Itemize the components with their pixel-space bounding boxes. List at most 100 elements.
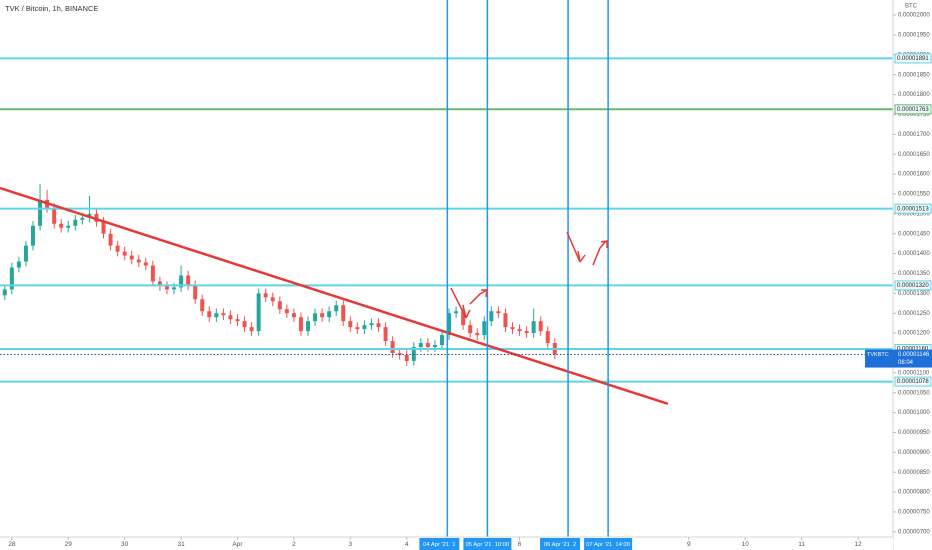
y-tick-label: 0.00001650 <box>898 152 930 158</box>
candle-body <box>179 275 184 288</box>
candle-body <box>468 325 473 334</box>
candle-body <box>298 317 303 332</box>
candle-body <box>362 325 367 330</box>
time-label: 07 Apr '21 14:00 <box>586 542 630 548</box>
candle-body <box>249 327 254 332</box>
candle-body <box>383 327 388 342</box>
last-price-label: 0.00001146 <box>898 352 930 358</box>
level-label: 0.00001078 <box>897 379 929 385</box>
y-tick-label: 0.00000850 <box>898 470 930 476</box>
x-tick-label: 2 <box>292 541 296 548</box>
trendline <box>0 186 669 406</box>
candle-body <box>545 331 550 344</box>
candle-body <box>503 313 508 328</box>
y-tick-label: 0.00001750 <box>898 112 930 118</box>
time-label: 04 Apr '21 1 <box>423 542 455 548</box>
y-tick-label: 0.00001200 <box>898 331 930 337</box>
candle-body <box>235 319 240 322</box>
time-label-box <box>463 538 512 550</box>
candle-body <box>284 309 289 314</box>
candle-body <box>306 321 311 332</box>
candle-body <box>193 285 198 300</box>
candle-body <box>31 225 36 246</box>
candle-body <box>341 305 346 322</box>
candle-body <box>228 315 233 320</box>
candle-body <box>143 262 148 266</box>
y-tick-label: 0.00002000 <box>898 13 930 19</box>
candle-body <box>150 265 155 282</box>
candle-body <box>404 354 409 361</box>
candle-body <box>52 207 57 224</box>
candle-body <box>376 323 381 328</box>
x-tick-label: 31 <box>177 541 185 548</box>
x-tick-label: 6 <box>518 541 522 548</box>
y-tick-label: 0.00000900 <box>898 450 930 456</box>
candle-body <box>270 297 275 302</box>
candle-body <box>256 293 261 332</box>
candle-body <box>200 299 205 312</box>
y-tick-label: 0.00000700 <box>898 529 930 535</box>
candle-body <box>172 287 177 290</box>
chart-title: TVK / Bitcoin, 1h, BINANCE <box>5 4 98 13</box>
candle-body <box>447 313 452 336</box>
level-label: 0.00001513 <box>897 206 929 212</box>
x-tick-label: 10 <box>742 541 750 548</box>
x-tick-label: 28 <box>8 541 16 548</box>
level-label-box <box>894 280 932 291</box>
x-tick-label: 12 <box>854 541 862 548</box>
level-label: 0.00001891 <box>897 56 929 62</box>
candle-body <box>242 321 247 328</box>
candle-body <box>425 343 430 348</box>
y-tick-label: 0.00001300 <box>898 291 930 297</box>
candle-body <box>136 259 141 263</box>
candle-body <box>355 327 360 330</box>
axis-layer: 0.00000700 0.00000750 0.00000800 0.00000850… <box>8 13 932 550</box>
candle-body <box>115 245 120 252</box>
candle-body <box>66 225 71 228</box>
candle-body <box>390 341 395 353</box>
candle-body <box>122 251 127 256</box>
time-label-box <box>540 538 581 550</box>
candle-body <box>9 267 14 290</box>
time-label-box <box>584 538 633 550</box>
plot-area <box>0 0 893 537</box>
candle-body <box>164 286 169 290</box>
y-tick-label: 0.00001250 <box>898 311 930 317</box>
x-tick-label: 4 <box>405 541 409 548</box>
candle-body <box>101 221 106 234</box>
candle-body <box>16 261 21 268</box>
price-axis <box>893 0 932 550</box>
level-label: 0.00001320 <box>897 283 929 289</box>
y-tick-label: 0.00000800 <box>898 490 930 496</box>
x-tick-label: 11 <box>798 541 805 548</box>
level-label-box <box>894 53 932 64</box>
candle-body <box>510 327 515 330</box>
candle-body <box>221 313 226 316</box>
y-tick-label: 0.00001850 <box>898 72 930 78</box>
candle-body <box>277 301 282 310</box>
level-label-box <box>894 376 932 387</box>
candle-body <box>80 217 85 220</box>
y-tick-label: 0.00001400 <box>898 251 930 257</box>
candle-body <box>432 345 437 348</box>
candle-body <box>313 313 318 322</box>
level-label: 0.00001763 <box>897 107 929 113</box>
last-price-countdown: 08:04 <box>898 360 914 366</box>
candle-body <box>2 289 7 296</box>
y-tick-label: 0.00000750 <box>898 510 930 516</box>
candle-body <box>439 335 444 346</box>
candle-body <box>334 305 339 312</box>
y-tick-label: 0.00001050 <box>898 390 930 396</box>
level-label-box <box>894 104 932 115</box>
candle-body <box>397 352 402 355</box>
candle-body <box>129 255 134 260</box>
arrow-drawing <box>566 231 608 266</box>
x-tick-label: 29 <box>65 541 73 548</box>
y-tick-label: 0.00001100 <box>898 370 930 376</box>
candle-body <box>207 311 212 318</box>
candle-body <box>38 199 43 226</box>
candle-body <box>454 311 459 314</box>
